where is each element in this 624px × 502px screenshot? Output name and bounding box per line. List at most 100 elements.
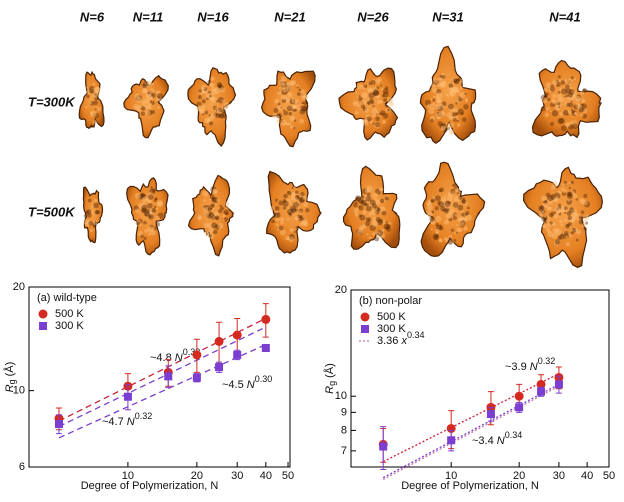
- blob-texture: [93, 112, 100, 119]
- blob-texture: [442, 127, 448, 133]
- blob-texture: [582, 108, 588, 114]
- blob-texture: [565, 236, 569, 239]
- blob-texture: [133, 104, 139, 110]
- blob-texture: [580, 113, 584, 117]
- blob-texture: [364, 108, 369, 113]
- blob-texture: [568, 221, 572, 226]
- structure-blob: [187, 67, 237, 148]
- blob-texture: [561, 191, 567, 196]
- blob-texture: [440, 125, 446, 131]
- blob-texture: [281, 81, 288, 88]
- label-sup: 0.30: [255, 374, 273, 384]
- blob-texture: [578, 215, 583, 220]
- blob-texture: [135, 220, 142, 227]
- structure-blob: [82, 186, 104, 244]
- blob-texture: [568, 92, 574, 98]
- blob-texture: [276, 212, 279, 215]
- blob-texture: [458, 96, 463, 102]
- blob-texture: [93, 225, 96, 228]
- blob-texture: [574, 95, 582, 102]
- blob-texture: [144, 208, 151, 215]
- blob-texture: [572, 94, 576, 98]
- blob-texture: [456, 123, 461, 127]
- blob-texture: [153, 198, 157, 203]
- blob-texture: [460, 215, 465, 220]
- blob-texture: [443, 219, 449, 225]
- blob-texture: [449, 91, 454, 96]
- blob-texture: [211, 86, 216, 92]
- blob-texture: [143, 98, 150, 104]
- blob-texture: [449, 90, 456, 97]
- blob-texture: [460, 112, 464, 116]
- blob-texture: [541, 195, 547, 202]
- blob-texture: [557, 203, 562, 208]
- blob-texture: [441, 73, 446, 78]
- blob-texture: [461, 199, 466, 204]
- blob-texture: [145, 93, 149, 97]
- blob-texture: [373, 198, 377, 202]
- blob-texture: [575, 198, 579, 201]
- blob-texture: [366, 200, 369, 204]
- blob-texture: [150, 230, 156, 236]
- blob-texture: [375, 116, 380, 122]
- blob-texture: [426, 209, 432, 216]
- blob-texture: [301, 95, 307, 101]
- blob-texture: [435, 92, 443, 99]
- blob-texture: [196, 101, 202, 107]
- blob-texture: [287, 190, 292, 196]
- structure-blob: [123, 74, 169, 139]
- blob-texture: [366, 101, 371, 106]
- blob-texture: [155, 215, 161, 221]
- blob-texture: [290, 207, 297, 214]
- blob-texture: [463, 104, 469, 110]
- blob-texture: [149, 224, 154, 229]
- blob-texture: [294, 230, 297, 233]
- blob-texture: [431, 106, 436, 110]
- blob-texture: [552, 93, 557, 98]
- blob-texture: [435, 195, 441, 202]
- blob-texture: [453, 239, 457, 243]
- blob-texture: [215, 112, 221, 118]
- blob-texture: [448, 122, 455, 129]
- blob-texture: [366, 185, 373, 193]
- y-title-var: R: [324, 386, 336, 394]
- blob-texture: [285, 198, 292, 205]
- blob-texture: [457, 204, 464, 211]
- blob-texture: [557, 118, 564, 125]
- blob-texture: [436, 116, 441, 120]
- blob-texture: [586, 214, 590, 219]
- blob-texture: [582, 215, 589, 222]
- blob-texture: [277, 102, 281, 106]
- blob-texture: [371, 87, 378, 93]
- blob-texture: [302, 220, 309, 227]
- y-axis-title: Rg (Å): [3, 362, 17, 393]
- blob-texture: [571, 110, 578, 117]
- x-axis-title: Degree of Polymerization, N: [401, 480, 539, 492]
- blob-texture: [580, 198, 586, 205]
- blob-texture: [368, 236, 372, 240]
- blob-texture: [279, 229, 286, 236]
- blob-texture: [150, 92, 156, 98]
- blob-texture: [212, 229, 218, 235]
- blob-texture: [92, 82, 96, 86]
- blob-texture: [303, 196, 308, 201]
- blob-texture: [220, 84, 224, 88]
- blob-texture: [220, 206, 224, 211]
- blob-texture: [379, 112, 382, 115]
- blob-texture: [570, 76, 574, 80]
- blob-texture: [139, 193, 146, 200]
- blob-texture: [140, 106, 146, 111]
- blob-texture: [214, 203, 217, 206]
- blob-texture: [365, 79, 368, 82]
- blob-texture: [555, 185, 558, 188]
- blob-texture: [303, 94, 309, 100]
- blob-texture: [294, 197, 298, 201]
- blob-texture: [559, 111, 564, 117]
- blob-texture: [455, 102, 458, 105]
- blob-texture: [369, 120, 374, 125]
- row-label: T=300K: [28, 94, 76, 109]
- blob-texture: [354, 212, 359, 217]
- blob-texture: [456, 227, 461, 233]
- blob-texture: [437, 104, 444, 111]
